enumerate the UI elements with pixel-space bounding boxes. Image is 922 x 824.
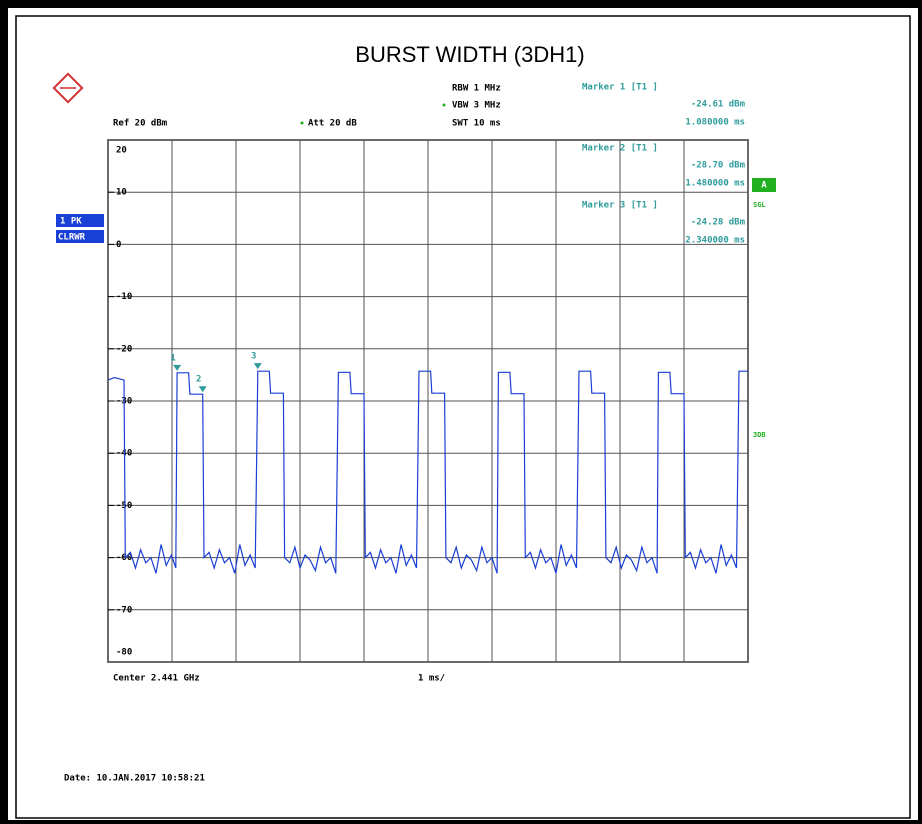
mode: CLRWR [58, 233, 86, 243]
marker [253, 363, 262, 370]
inner-frame [15, 15, 911, 819]
y-tick-label: -80 [116, 648, 132, 658]
dot [300, 121, 304, 125]
marker-time: 2.340000 ms [685, 236, 745, 246]
center: Center 2.441 GHz [113, 674, 200, 684]
mode-box [56, 230, 104, 243]
marker-time: 1.080000 ms [685, 118, 745, 128]
sweep: SGL [753, 201, 766, 209]
marker [173, 364, 182, 371]
date: Date: 10.JAN.2017 10:58:21 [64, 774, 205, 784]
y-tick-label: -70 [116, 605, 132, 615]
vbw: VBW 3 MHz [452, 101, 501, 111]
att: Att 20 dB [308, 119, 357, 129]
trace [107, 370, 748, 574]
rbw: RBW 1 MHz [452, 84, 501, 94]
ref: Ref 20 dBm [113, 119, 168, 129]
swt: SWT 10 ms [452, 119, 501, 129]
y-tick-label: -10 [116, 292, 132, 302]
trace: 1 PK [60, 217, 82, 227]
marker-title: Marker 3 [T1 ] [582, 201, 658, 211]
limit: 3DB [753, 431, 766, 439]
logo [52, 72, 84, 104]
marker-time: 1.480000 ms [685, 179, 745, 189]
indicator: A [761, 181, 767, 191]
marker-label: 1 [170, 353, 175, 363]
marker-label: 3 [251, 352, 256, 362]
marker [198, 386, 207, 393]
indicator-box [752, 178, 776, 192]
marker-level: -24.28 dBm [691, 218, 746, 228]
marker-level: -24.61 dBm [691, 100, 746, 110]
y-tick-label: 10 [116, 188, 127, 198]
marker-label: 2 [196, 375, 201, 385]
y-tick-label: -50 [116, 501, 132, 511]
span: 1 ms/ [418, 674, 445, 684]
marker-level: -28.70 dBm [691, 161, 746, 171]
trace-box [56, 214, 104, 227]
marker-title: Marker 1 [T1 ] [582, 83, 658, 93]
page [8, 8, 918, 820]
dot [442, 103, 446, 107]
y-tick-label: -60 [116, 553, 132, 563]
y-tick-label: 0 [116, 240, 121, 250]
y-tick-label: -20 [116, 344, 132, 354]
chart-title: BURST WIDTH (3DH1) [355, 42, 584, 67]
marker-title: Marker 2 [T1 ] [582, 144, 658, 154]
y-tick-label: 20 [116, 146, 127, 156]
